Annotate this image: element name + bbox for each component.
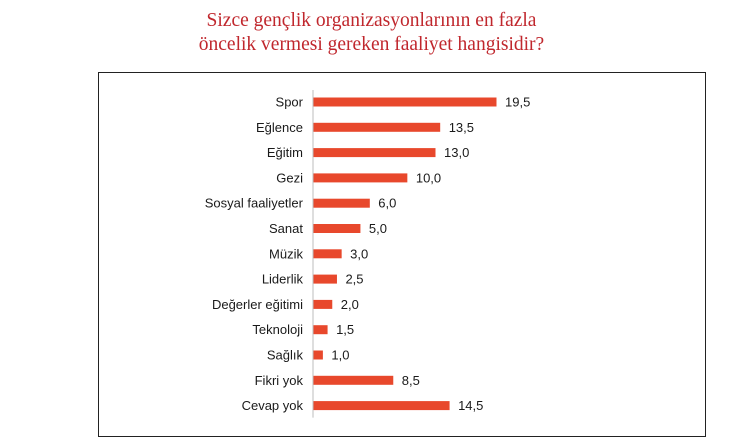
bar <box>313 401 450 411</box>
data-label: 2,0 <box>341 297 359 312</box>
data-label: 6,0 <box>378 196 396 211</box>
chart-frame <box>98 72 706 437</box>
category-label: Sosyal faaliyetler <box>205 196 304 211</box>
bar <box>313 299 333 309</box>
data-label: 13,0 <box>444 145 469 160</box>
bar <box>313 325 328 335</box>
data-label: 19,5 <box>505 95 530 110</box>
data-label: 8,5 <box>402 373 420 388</box>
category-label: Müzik <box>269 246 303 261</box>
category-label: Liderlik <box>262 272 304 287</box>
bar <box>313 274 337 284</box>
bar <box>313 375 394 385</box>
bar <box>313 173 408 183</box>
data-label: 13,5 <box>449 120 474 135</box>
bar <box>313 122 441 132</box>
data-label: 5,0 <box>369 221 387 236</box>
chart-title-line-1: Sizce gençlik organizasyonlarının en faz… <box>206 10 537 31</box>
category-label: Sağlık <box>267 348 304 363</box>
data-label: 1,5 <box>336 322 354 337</box>
category-label: Teknoloji <box>252 322 303 337</box>
category-label: Fikri yok <box>255 373 304 388</box>
category-label: Eğitim <box>267 145 303 160</box>
bar <box>313 224 361 233</box>
data-label: 3,0 <box>350 246 368 261</box>
category-label: Spor <box>276 95 304 110</box>
category-label: Sanat <box>269 221 303 236</box>
chart-title-line-2: öncelik vermesi gereken faaliyet hangisi… <box>198 34 545 55</box>
data-label: 2,5 <box>345 272 363 287</box>
bar <box>313 97 497 107</box>
bar <box>313 198 370 208</box>
bar <box>313 350 323 360</box>
category-label: Değerler eğitimi <box>212 297 303 312</box>
data-label: 14,5 <box>458 398 483 413</box>
category-label: Cevap yok <box>242 398 304 413</box>
category-label: Gezi <box>276 170 303 185</box>
data-label: 10,0 <box>416 170 441 185</box>
data-label: 1,0 <box>331 348 349 363</box>
bar <box>313 148 436 158</box>
bar <box>313 249 342 259</box>
category-label: Eğlence <box>256 120 303 135</box>
chart-title: Sizce gençlik organizasyonlarının en faz… <box>0 9 743 57</box>
